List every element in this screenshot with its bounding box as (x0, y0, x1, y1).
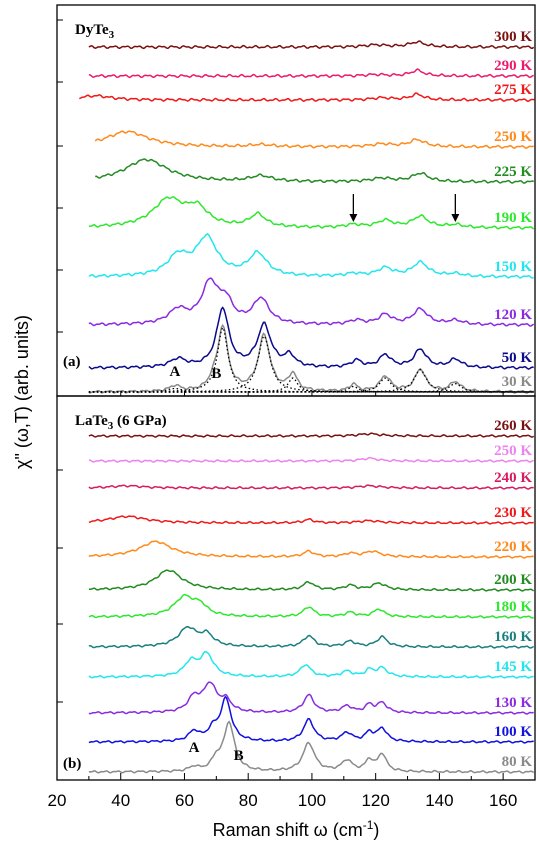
series-line-a-120K (88, 277, 535, 327)
series-label-a-300K: 300 K (494, 29, 532, 45)
arrow-head-1 (349, 214, 358, 222)
series-line-b-80K (88, 720, 535, 774)
arrow-head-2 (451, 214, 460, 222)
series-label-b-200K: 200 K (494, 572, 532, 588)
series-line-a-250K (94, 130, 534, 150)
series-label-a-120K: 120 K (494, 307, 532, 323)
series-line-b-200K (88, 569, 535, 592)
x-tick-label-160: 160 (489, 791, 517, 810)
series-label-b-250K: 250 K (494, 443, 532, 459)
series-label-a-290K: 290 K (494, 58, 532, 74)
fit-component-30K-8 (88, 383, 534, 393)
series-label-b-160K: 160 K (494, 629, 532, 645)
series-label-b-230K: 230 K (494, 505, 532, 521)
series-line-a-30K (88, 323, 534, 394)
series-line-b-220K (88, 540, 534, 559)
series-label-b-220K: 220 K (494, 539, 532, 555)
series-line-a-150K (88, 233, 535, 279)
series-line-b-130K (88, 681, 534, 715)
series-line-a-50K (88, 306, 534, 370)
series-label-b-80K: 80 K (502, 754, 533, 770)
panel-title-b: LaTe3 (6 GPa) (75, 413, 167, 432)
series-line-b-145K (88, 651, 534, 679)
panel-frame-a (56, 4, 536, 397)
series-label-b-130K: 130 K (494, 695, 532, 711)
panel-frame-b (56, 395, 536, 781)
x-tick-label-20: 20 (48, 791, 67, 810)
panel-letter-b: (b) (63, 756, 81, 772)
series-label-a-150K: 150 K (494, 259, 532, 275)
series-label-b-260K: 260 K (494, 418, 532, 434)
peak-label-b-A: A (189, 740, 200, 756)
x-tick-label-80: 80 (239, 791, 258, 810)
x-tick-label-100: 100 (298, 791, 326, 810)
peak-label-a-A: A (169, 364, 180, 380)
series-label-a-225K: 225 K (494, 164, 532, 180)
panel-letter-a: (a) (63, 354, 81, 370)
y-axis-label: χ" (ω,T) (arb. units) (12, 315, 32, 469)
x-tick-label-40: 40 (111, 791, 130, 810)
series-line-b-230K (88, 515, 534, 525)
series-label-a-30K: 30 K (502, 374, 533, 390)
series-line-a-290K (88, 68, 534, 79)
series-line-b-250K (88, 456, 534, 463)
x-tick-label-120: 120 (361, 791, 389, 810)
panel-title-a: DyTe3 (75, 22, 115, 41)
series-line-b-180K (88, 593, 534, 619)
series-line-a-190K (88, 195, 535, 230)
series-line-a-275K (79, 92, 535, 103)
x-tick-label-60: 60 (175, 791, 194, 810)
series-line-b-240K (88, 484, 534, 490)
series-label-a-50K: 50 K (502, 350, 533, 366)
series-line-a-225K (95, 158, 534, 184)
series-label-a-250K: 250 K (494, 129, 532, 145)
series-label-b-180K: 180 K (494, 599, 532, 615)
x-tick-label-140: 140 (425, 791, 453, 810)
peak-label-b-B: B (234, 748, 244, 764)
series-label-a-275K: 275 K (494, 82, 532, 98)
series-label-b-100K: 100 K (494, 724, 532, 740)
fit-component-30K-2 (88, 326, 534, 393)
fit-component-30K-5 (88, 385, 534, 393)
peak-label-a-B: B (211, 366, 221, 382)
x-axis-label: Raman shift ω (cm-1) (213, 818, 380, 840)
series-label-a-190K: 190 K (494, 210, 532, 226)
series-line-b-160K (88, 625, 535, 649)
series-line-b-260K (88, 432, 535, 438)
series-line-b-100K (88, 695, 534, 744)
series-label-b-145K: 145 K (494, 659, 532, 675)
series-line-a-300K (88, 40, 535, 50)
series-label-b-240K: 240 K (494, 470, 532, 486)
